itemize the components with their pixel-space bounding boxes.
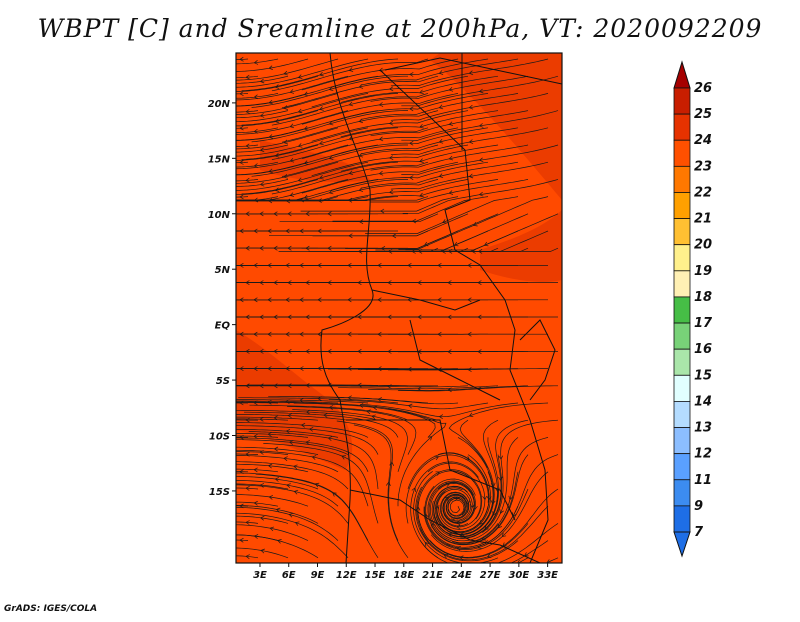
lon-tick-label: 18E: [393, 570, 414, 581]
colorbar-top-arrow: [674, 62, 690, 88]
colorbar-level-label: 21: [694, 212, 712, 227]
lat-tick-label: 5N: [215, 265, 231, 276]
colorbar-segment: [674, 271, 690, 297]
colorbar-level-label: 24: [694, 133, 712, 148]
colorbar-segment: [674, 323, 690, 349]
lon-tick-label: 21E: [422, 570, 443, 581]
lat-tick-label: 10N: [208, 210, 231, 221]
colorbar-bottom-arrow: [674, 532, 690, 556]
colorbar-level-label: 23: [694, 159, 712, 174]
lon-tick-label: 3E: [253, 570, 267, 581]
colorbar-level-label: 19: [694, 264, 712, 279]
colorbar-segment: [674, 192, 690, 218]
colorbar-segment: [674, 349, 690, 375]
lat-tick-label: 15N: [208, 154, 231, 165]
lon-tick-label: 24E: [451, 570, 472, 581]
lon-tick-label: 30E: [508, 570, 529, 581]
colorbar-level-label: 17: [694, 316, 713, 331]
lat-tick-label: EQ: [215, 321, 231, 332]
colorbar-level-label: 13: [694, 421, 712, 436]
colorbar-level-label: 7: [694, 525, 704, 540]
colorbar-segment: [674, 245, 690, 271]
colorbar-level-label: 16: [694, 342, 712, 357]
lon-tick-label: 9E: [311, 570, 325, 581]
colorbar-level-label: 12: [694, 447, 712, 462]
colorbar-segment: [674, 219, 690, 245]
colorbar-segment: [674, 375, 690, 401]
colorbar-segment: [674, 401, 690, 427]
colorbar-level-label: 14: [694, 394, 712, 409]
grads-credit: GrADS: IGES/COLA: [4, 604, 97, 614]
lat-tick-label: 20N: [208, 99, 231, 110]
lon-tick-label: 27E: [480, 570, 501, 581]
map-panel: [231, 53, 562, 568]
lon-tick-label: 15E: [365, 570, 386, 581]
colorbar: 26 25 24 23 22 21 20 19 18 17 16 15 14 13 12 11 9 7: [674, 62, 713, 556]
colorbar-level-label: 20: [694, 238, 712, 253]
lon-tick-label: 6E: [282, 570, 296, 581]
lat-tick-label: 10S: [209, 432, 230, 443]
colorbar-segment: [674, 140, 690, 166]
colorbar-segment: [674, 454, 690, 480]
colorbar-segment: [674, 297, 690, 323]
colorbar-segment: [674, 166, 690, 192]
lon-tick-label: 33E: [537, 570, 558, 581]
lon-tick-label: 12E: [336, 570, 357, 581]
colorbar-level-label: 18: [694, 290, 712, 305]
colorbar-level-label: 15: [694, 368, 712, 383]
colorbar-level-label: 11: [694, 473, 712, 488]
colorbar-segment: [674, 506, 690, 532]
colorbar-level-label: 9: [694, 499, 703, 514]
colorbar-segment: [674, 480, 690, 506]
colorbar-segment: [674, 428, 690, 454]
lat-tick-label: 15S: [209, 487, 230, 498]
lat-tick-label: 5S: [216, 376, 230, 387]
colorbar-level-label: 22: [694, 185, 712, 200]
colorbar-level-label: 25: [694, 107, 712, 122]
colorbar-level-label: 26: [694, 81, 712, 96]
colorbar-segment: [674, 114, 690, 140]
colorbar-segment: [674, 88, 690, 114]
